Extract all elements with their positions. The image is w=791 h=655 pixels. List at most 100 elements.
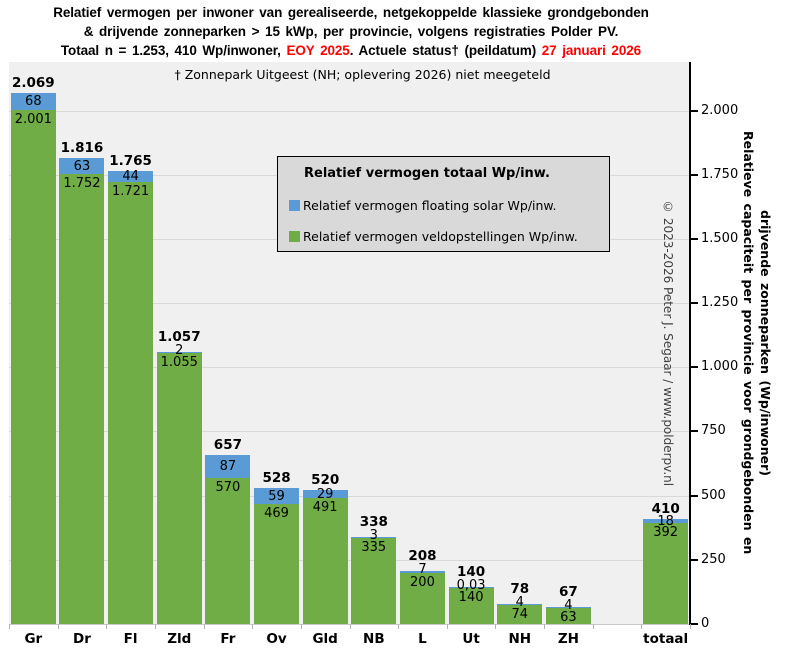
- gridline-1250: [9, 303, 690, 305]
- bar-L-field-segment: [399, 572, 445, 624]
- bar-Ut-floating-segment: [448, 586, 494, 589]
- legend-swatch-floating-solar-icon: [289, 200, 300, 211]
- x-axis-category-tick-2: [106, 624, 108, 629]
- y-tick-label-1750: 1.750: [701, 166, 739, 182]
- x-axis-label-Zld: Zld: [167, 631, 192, 647]
- bar-totaal-field-segment: [643, 523, 689, 624]
- bar-NB-field-segment: [351, 537, 397, 624]
- y-tick-2000: [691, 109, 698, 112]
- bar-NB-floating-segment: [351, 536, 397, 538]
- x-axis-label-Fr: Fr: [220, 631, 236, 647]
- x-axis-label-Gld: Gld: [312, 631, 338, 647]
- x-axis-category-tick-10: [495, 624, 497, 629]
- bar-Ut-field-label: 140: [458, 590, 484, 606]
- chart-title-line2: & drijvende zonneparken > 15 kWp, per pr…: [83, 24, 619, 39]
- bar-NB-field-label: 335: [361, 539, 387, 555]
- y-tick-1500: [691, 237, 698, 240]
- x-axis-category-tick-4: [203, 624, 205, 629]
- bar-Fr-floating-segment: [205, 455, 251, 478]
- bar-L-field-label: 200: [410, 574, 435, 590]
- bar-ZH-floating-segment: [545, 606, 591, 608]
- x-axis-category-tick-14: [690, 624, 691, 629]
- bar-ZH-total-label: 67: [558, 583, 578, 600]
- bar-Gr-floating-segment: [10, 92, 56, 111]
- footnote-annotation: † Zonnepark Uitgeest (NH; oplevering 202…: [174, 67, 551, 82]
- gridline-2000: [9, 110, 690, 112]
- bar-NH-floating-label: 4: [515, 594, 524, 610]
- x-axis-category-tick-7: [349, 624, 351, 629]
- chart-title-line3: Totaal n = 1.253, 410 Wp/inwoner, EOY 20…: [0, 41, 702, 60]
- bar-Fl-total-label: 1.765: [109, 152, 152, 169]
- legend: Relatief vermogen totaal Wp/inw. Relatie…: [277, 156, 610, 252]
- bar-Ov-total-label: 528: [262, 470, 291, 487]
- bar-Dr-total-label: 1.816: [60, 140, 104, 156]
- gridline-500: [9, 495, 690, 497]
- x-axis-category-tick-12: [592, 624, 594, 629]
- bar-NB-floating-label: 3: [369, 527, 378, 543]
- gridline-1000: [9, 367, 690, 369]
- bar-NH-field-segment: [497, 605, 543, 624]
- title-date-text: 27 januari 2026: [541, 43, 642, 58]
- legend-item-veldopstellingen: Relatief vermogen veldopstellingen Wp/in…: [289, 229, 578, 244]
- bar-Gr-field-segment: [10, 110, 56, 624]
- y-tick-1750: [691, 173, 698, 176]
- y-tick-750: [691, 430, 698, 433]
- bar-NB-total-label: 338: [359, 513, 388, 530]
- bar-L-total-label: 208: [408, 547, 437, 564]
- y-tick-label-500: 500: [701, 487, 726, 503]
- bar-Ov-floating-label: 59: [268, 488, 285, 504]
- legend-item-floating-solar-label: Relatief vermogen floating solar Wp/inw.: [303, 198, 557, 213]
- bar-ZH-field-label: 63: [560, 609, 577, 625]
- bar-Fr-total-label: 657: [213, 437, 242, 454]
- legend-title: Relatief vermogen totaal Wp/inw.: [304, 166, 550, 181]
- x-axis-label-Ut: Ut: [462, 631, 480, 647]
- bar-Zld-floating-segment: [156, 351, 202, 354]
- bar-Fl-field-segment: [108, 182, 154, 624]
- bar-Zld-field-label: 1.055: [160, 355, 198, 371]
- x-axis-category-tick-6: [300, 624, 302, 629]
- x-axis-label-NB: NB: [363, 631, 385, 647]
- bar-Fl-floating-segment: [108, 170, 154, 183]
- chart-title: Relatief vermogen per inwoner van gereal…: [0, 3, 702, 60]
- y-tick-1000: [691, 366, 698, 369]
- x-axis-category-tick-5: [252, 624, 254, 629]
- bar-Ut-total-label: 140: [457, 563, 486, 580]
- legend-swatch-veldopstellingen-icon: [289, 231, 300, 242]
- bar-Gld-field-label: 491: [312, 499, 338, 515]
- bar-Ov-floating-segment: [254, 488, 300, 504]
- bar-Dr-floating-label: 63: [73, 158, 91, 174]
- x-axis-category-tick-0: [9, 624, 10, 629]
- legend-item-floating-solar: Relatief vermogen floating solar Wp/inw.: [289, 198, 557, 213]
- y-axis-title-line1: Relatieve capaciteit per provincie voor …: [741, 131, 756, 555]
- bar-NH-total-label: 78: [510, 580, 530, 597]
- x-axis-category-tick-13: [641, 624, 643, 629]
- gridline-250: [9, 559, 690, 561]
- bar-Gr-floating-label: 68: [25, 94, 42, 110]
- bar-Gld-floating-segment: [302, 490, 348, 498]
- gridline-750: [9, 431, 690, 433]
- bar-Ov-field-label: 469: [264, 505, 289, 521]
- bar-Ut-floating-label: 0,03: [456, 577, 486, 593]
- bar-Gr-total-label: 2.069: [11, 74, 55, 91]
- y-tick-label-0: 0: [701, 616, 710, 631]
- x-axis-category-tick-3: [154, 624, 156, 629]
- y-axis-title-line2: drijvende zonneparken (Wp/inwoner): [758, 210, 773, 476]
- bar-Fl-floating-label: 44: [122, 168, 139, 184]
- y-tick-label-750: 750: [701, 423, 726, 439]
- chart-title-line1: Relatief vermogen per inwoner van gereal…: [53, 5, 649, 20]
- bar-Ov-field-segment: [254, 503, 300, 624]
- copyright-watermark: © 2023-2026 Peter J. Segaar / www.polder…: [661, 199, 675, 487]
- bar-Zld-floating-label: 2: [175, 342, 184, 358]
- bar-Dr-field-segment: [59, 174, 105, 624]
- bar-Fr-field-label: 570: [215, 479, 241, 495]
- title-totals-text: Totaal n = 1.253, 410 Wp/inwoner,: [60, 43, 287, 58]
- bar-Gld-floating-label: 29: [316, 486, 334, 502]
- bar-Dr-floating-segment: [59, 158, 105, 175]
- bar-Gld-field-segment: [302, 497, 348, 624]
- x-axis-label-Dr: Dr: [73, 631, 91, 647]
- x-axis-label-ZH: ZH: [557, 631, 579, 647]
- x-axis-label-Ov: Ov: [266, 631, 287, 647]
- x-axis-category-tick-11: [544, 624, 546, 629]
- x-axis-label-L: L: [418, 631, 427, 647]
- bar-ZH-field-segment: [545, 607, 591, 624]
